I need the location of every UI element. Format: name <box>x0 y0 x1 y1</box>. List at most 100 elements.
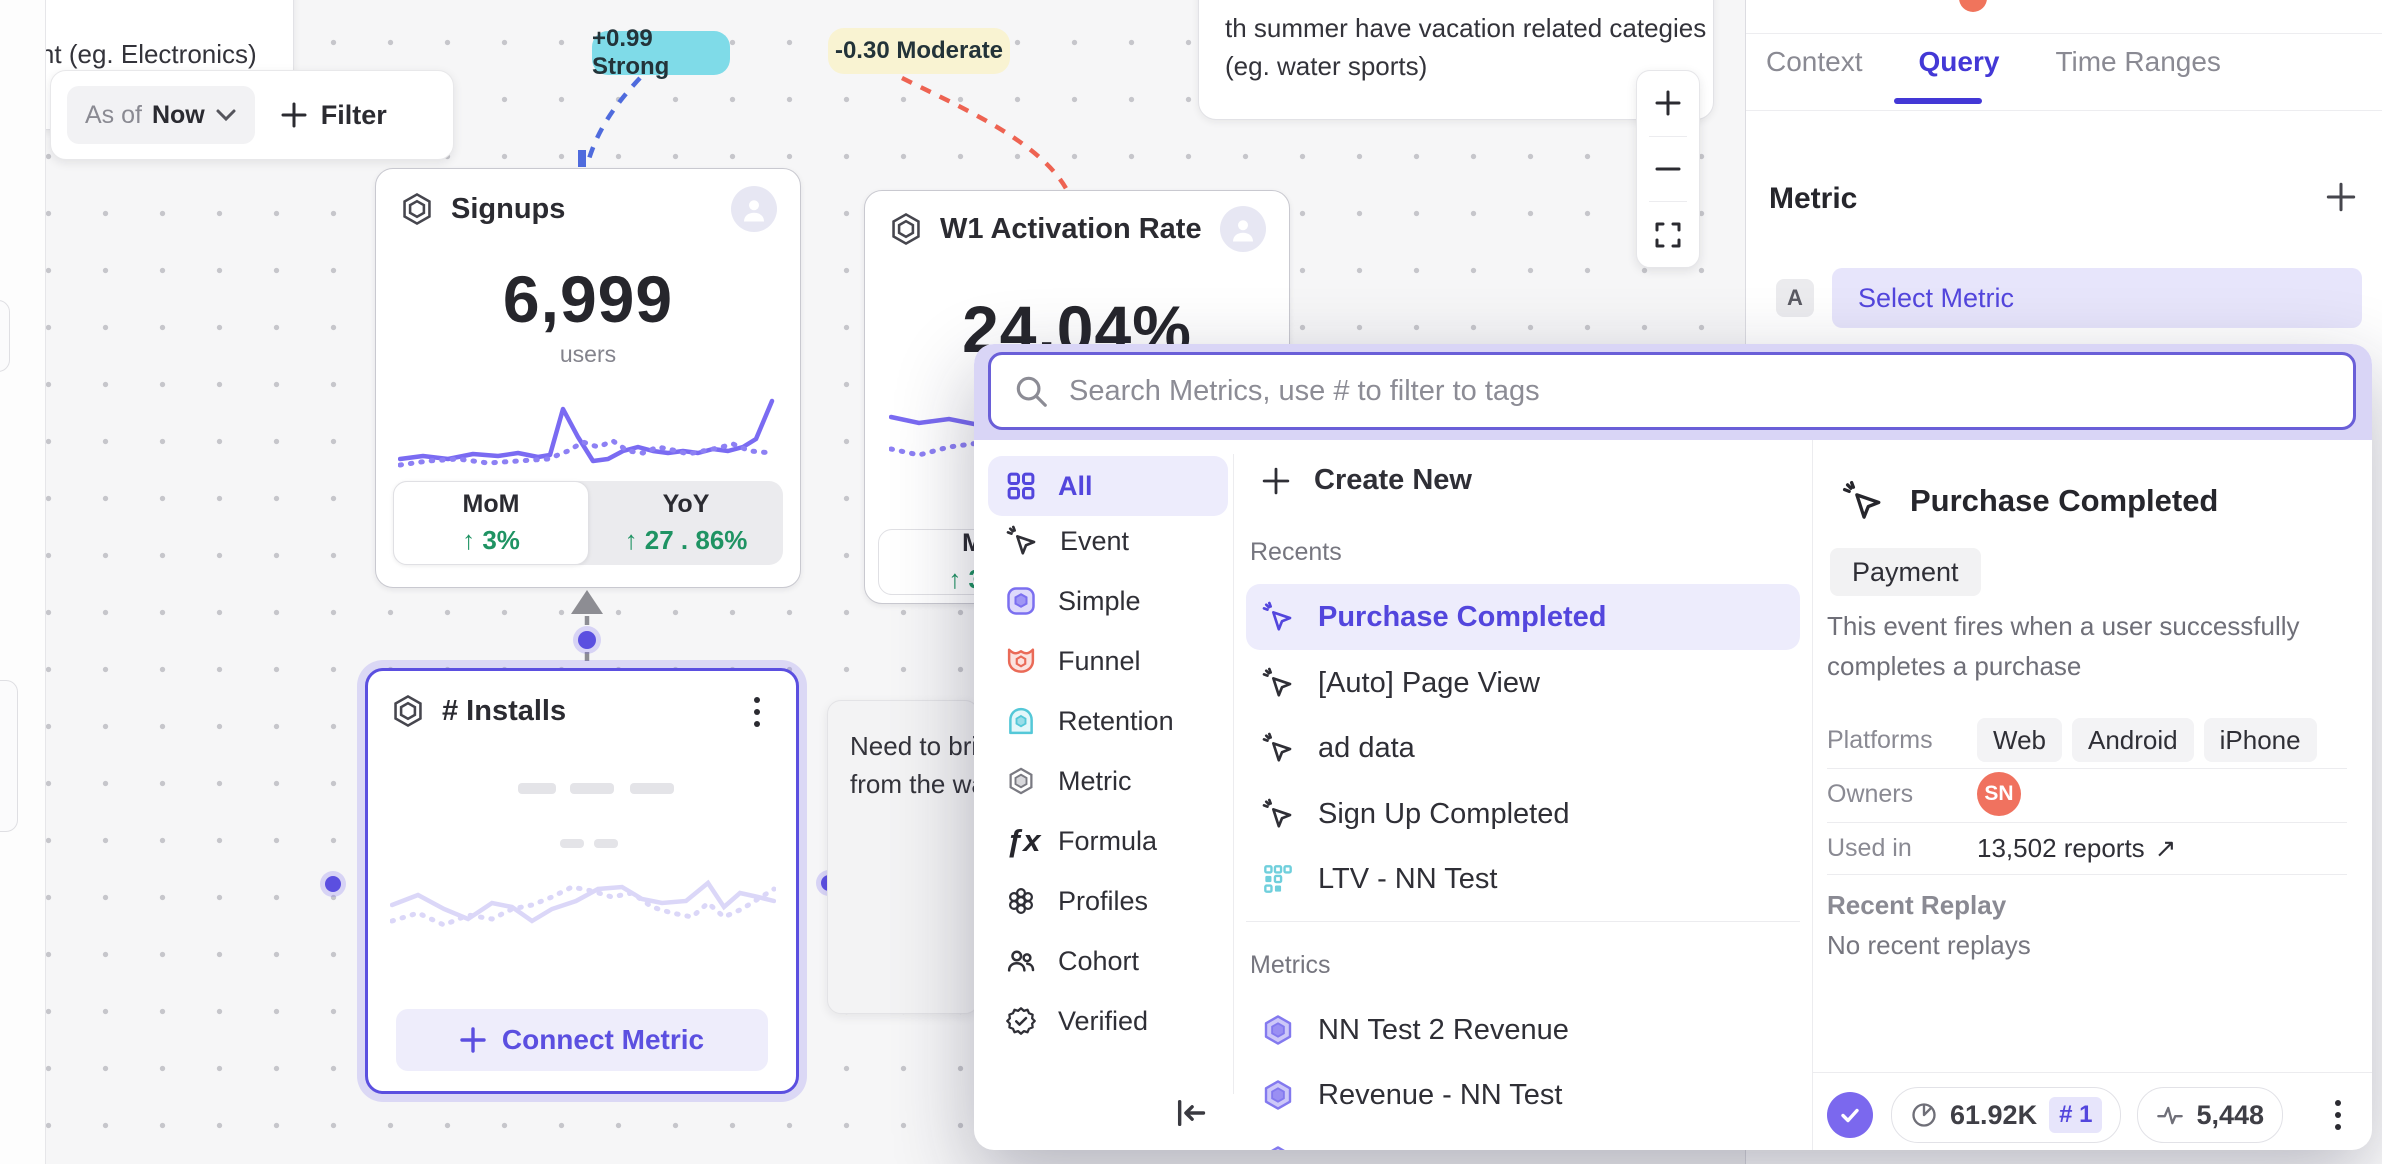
yoy-stat[interactable]: YoY ↑ 27 . 86% <box>589 481 783 565</box>
fit-view-button[interactable] <box>1637 202 1699 267</box>
item-label: NN Test 2 Revenue <box>1318 1013 1569 1046</box>
as-of-label: As of <box>85 100 142 129</box>
tab-time-ranges[interactable]: Time Ranges <box>2055 46 2221 77</box>
divider <box>1246 921 1800 922</box>
pie-chart-icon <box>1912 1103 1936 1127</box>
hexagon-badge-icon <box>394 694 422 728</box>
detail-tag-payment[interactable]: Payment <box>1830 548 1981 596</box>
external-link-icon: ↗ <box>2154 832 2177 863</box>
metric-card-signups[interactable]: Signups 6,999 users MoM ↑ 3% YoY ↑ 27 . … <box>375 168 801 588</box>
collapse-panel-button[interactable] <box>1174 1096 1208 1130</box>
left-rail <box>0 0 46 1164</box>
zoom-controls <box>1636 70 1700 268</box>
category-funnel[interactable]: Funnel <box>988 631 1228 691</box>
metric-card-installs[interactable]: # Installs Connect Metric <box>365 668 799 1094</box>
add-filter-button[interactable]: Filter <box>281 100 387 131</box>
tab-context[interactable]: Context <box>1766 46 1863 77</box>
sparkline-chart <box>398 398 775 468</box>
recent-item-auto-page-view[interactable]: [Auto] Page View <box>1246 650 1800 716</box>
correlation-badge-moderate[interactable]: -0.30 Moderate <box>828 28 1010 74</box>
recent-item-sign-up-completed[interactable]: Sign Up Completed <box>1246 781 1800 847</box>
event-cursor-icon <box>1262 667 1292 697</box>
card-menu-button[interactable] <box>754 697 760 727</box>
detail-menu-button[interactable] <box>2335 1100 2341 1130</box>
as-of-dropdown[interactable]: As of Now <box>67 86 255 144</box>
category-label: Retention <box>1058 705 1174 736</box>
recent-item-purchase-completed[interactable]: Purchase Completed <box>1246 584 1800 650</box>
board-grid-icon <box>1264 865 1292 893</box>
recent-replay-empty: No recent replays <box>1827 930 2031 960</box>
category-label: All <box>1058 470 1093 501</box>
recent-item-ltv-nn-test[interactable]: LTV - NN Test <box>1246 846 1800 912</box>
note-text-line1: th summer have vacation related categies <box>1225 13 1707 43</box>
hexagon-metric-icon <box>1264 1015 1292 1045</box>
hexagon-metric-icon <box>1264 1080 1292 1110</box>
skeleton-bar <box>570 783 614 794</box>
divider <box>1233 454 1234 1094</box>
funnel-icon <box>1007 648 1035 673</box>
event-cursor-icon <box>1842 480 1881 519</box>
add-metric-button[interactable] <box>2326 182 2356 212</box>
category-retention[interactable]: Retention <box>988 691 1228 751</box>
metric-item-partial[interactable] <box>1246 1128 1800 1150</box>
verified-badge-icon[interactable] <box>1827 1092 1873 1138</box>
search-icon <box>1016 376 1047 407</box>
connect-metric-button[interactable]: Connect Metric <box>396 1009 768 1071</box>
fullscreen-icon <box>1655 222 1681 248</box>
category-formula[interactable]: ƒx Formula <box>988 811 1228 871</box>
select-metric-row[interactable]: Select Metric <box>1832 268 2362 328</box>
category-cohort[interactable]: Cohort <box>988 931 1228 991</box>
mom-stat[interactable]: MoM ↑ 3% <box>393 481 589 565</box>
owner-avatar[interactable]: SN <box>1977 772 2021 816</box>
mom-value: ↑ 3% <box>462 525 520 555</box>
category-profiles[interactable]: Profiles <box>988 871 1228 931</box>
note-card-summer[interactable]: th summer have vacation related categies… <box>1198 0 1714 120</box>
recent-item-ad-data[interactable]: ad data <box>1246 715 1800 781</box>
hexagon-badge-icon <box>892 212 920 246</box>
plus-icon <box>2326 182 2356 212</box>
person-icon <box>744 200 764 222</box>
category-label: Cohort <box>1058 945 1140 976</box>
category-label: Profiles <box>1058 885 1149 916</box>
used-in-reports-link[interactable]: 13,502 reports <box>1977 832 2145 863</box>
zoom-in-button[interactable] <box>1637 71 1699 136</box>
event-cursor-icon <box>1262 601 1292 631</box>
note-card-middle[interactable]: Need to brin from the wa <box>827 700 979 1014</box>
metric-item-nn-test-2-revenue[interactable]: NN Test 2 Revenue <box>1246 997 1800 1063</box>
tab-query[interactable]: Query <box>1918 46 2000 77</box>
minus-icon <box>1655 167 1681 171</box>
metric-item-revenue-nn-test[interactable]: Revenue - NN Test <box>1246 1062 1800 1128</box>
category-event[interactable]: Event <box>988 511 1228 571</box>
event-rank-chip: # 1 <box>2049 1097 2103 1133</box>
platform-tag-web: Web <box>1977 718 2062 762</box>
metric-letter-badge: A <box>1776 279 1814 317</box>
sparkline-placeholder-chart <box>390 879 776 928</box>
mom-label: MoM <box>462 490 520 518</box>
category-all[interactable]: All <box>988 456 1228 516</box>
event-cursor-icon <box>1006 525 1036 555</box>
used-in-row: Used in 13,502 reports ↗ <box>1827 826 2176 870</box>
event-volume-pill[interactable]: 61.92K # 1 <box>1891 1087 2122 1143</box>
divider <box>1746 110 2382 111</box>
event-activity-pill[interactable]: 5,448 <box>2137 1087 2284 1143</box>
divider <box>1746 33 2382 34</box>
metric-section-title: Metric <box>1769 182 1858 215</box>
category-metric[interactable]: Metric <box>988 751 1228 811</box>
category-simple[interactable]: Simple <box>988 571 1228 631</box>
metric-hexagon-icon <box>1009 767 1033 795</box>
simple-icon <box>1007 587 1035 615</box>
category-label: Simple <box>1058 585 1141 616</box>
create-new-button[interactable]: Create New <box>1262 464 1472 497</box>
category-verified[interactable]: Verified <box>988 991 1228 1051</box>
category-label: Metric <box>1058 765 1132 796</box>
metric-search-input[interactable] <box>988 352 2356 430</box>
zoom-out-button[interactable] <box>1637 137 1699 202</box>
used-in-label: Used in <box>1827 833 1912 862</box>
rail-handle[interactable] <box>0 680 18 832</box>
rail-handle[interactable] <box>0 300 10 372</box>
detail-title: Purchase Completed <box>1910 483 2219 518</box>
divider <box>1827 874 2347 875</box>
plus-icon <box>460 1027 486 1053</box>
metrics-section-label: Metrics <box>1250 951 1331 979</box>
metric-picker-modal: All Event Simple Funnel Retention <box>974 344 2372 1150</box>
